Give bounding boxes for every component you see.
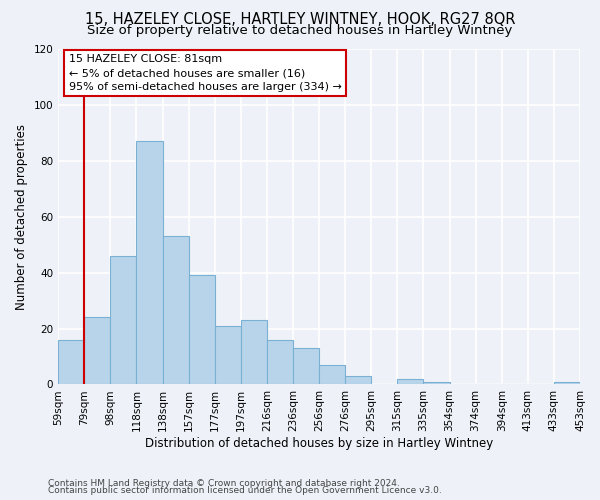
Bar bbox=[319, 365, 345, 384]
Bar bbox=[188, 276, 215, 384]
Bar bbox=[241, 320, 267, 384]
Bar bbox=[397, 379, 424, 384]
Bar bbox=[554, 382, 580, 384]
Y-axis label: Number of detached properties: Number of detached properties bbox=[15, 124, 28, 310]
Text: Contains public sector information licensed under the Open Government Licence v3: Contains public sector information licen… bbox=[48, 486, 442, 495]
Bar bbox=[110, 256, 136, 384]
Bar bbox=[267, 340, 293, 384]
Bar bbox=[84, 318, 110, 384]
Bar bbox=[345, 376, 371, 384]
Text: Size of property relative to detached houses in Hartley Wintney: Size of property relative to detached ho… bbox=[88, 24, 512, 37]
Bar bbox=[136, 142, 163, 384]
Text: Contains HM Land Registry data © Crown copyright and database right 2024.: Contains HM Land Registry data © Crown c… bbox=[48, 478, 400, 488]
Text: 15 HAZELEY CLOSE: 81sqm
← 5% of detached houses are smaller (16)
95% of semi-det: 15 HAZELEY CLOSE: 81sqm ← 5% of detached… bbox=[68, 54, 341, 92]
Bar bbox=[215, 326, 241, 384]
Bar bbox=[424, 382, 449, 384]
X-axis label: Distribution of detached houses by size in Hartley Wintney: Distribution of detached houses by size … bbox=[145, 437, 493, 450]
Text: 15, HAZELEY CLOSE, HARTLEY WINTNEY, HOOK, RG27 8QR: 15, HAZELEY CLOSE, HARTLEY WINTNEY, HOOK… bbox=[85, 12, 515, 28]
Bar bbox=[293, 348, 319, 385]
Bar bbox=[58, 340, 84, 384]
Bar bbox=[163, 236, 188, 384]
